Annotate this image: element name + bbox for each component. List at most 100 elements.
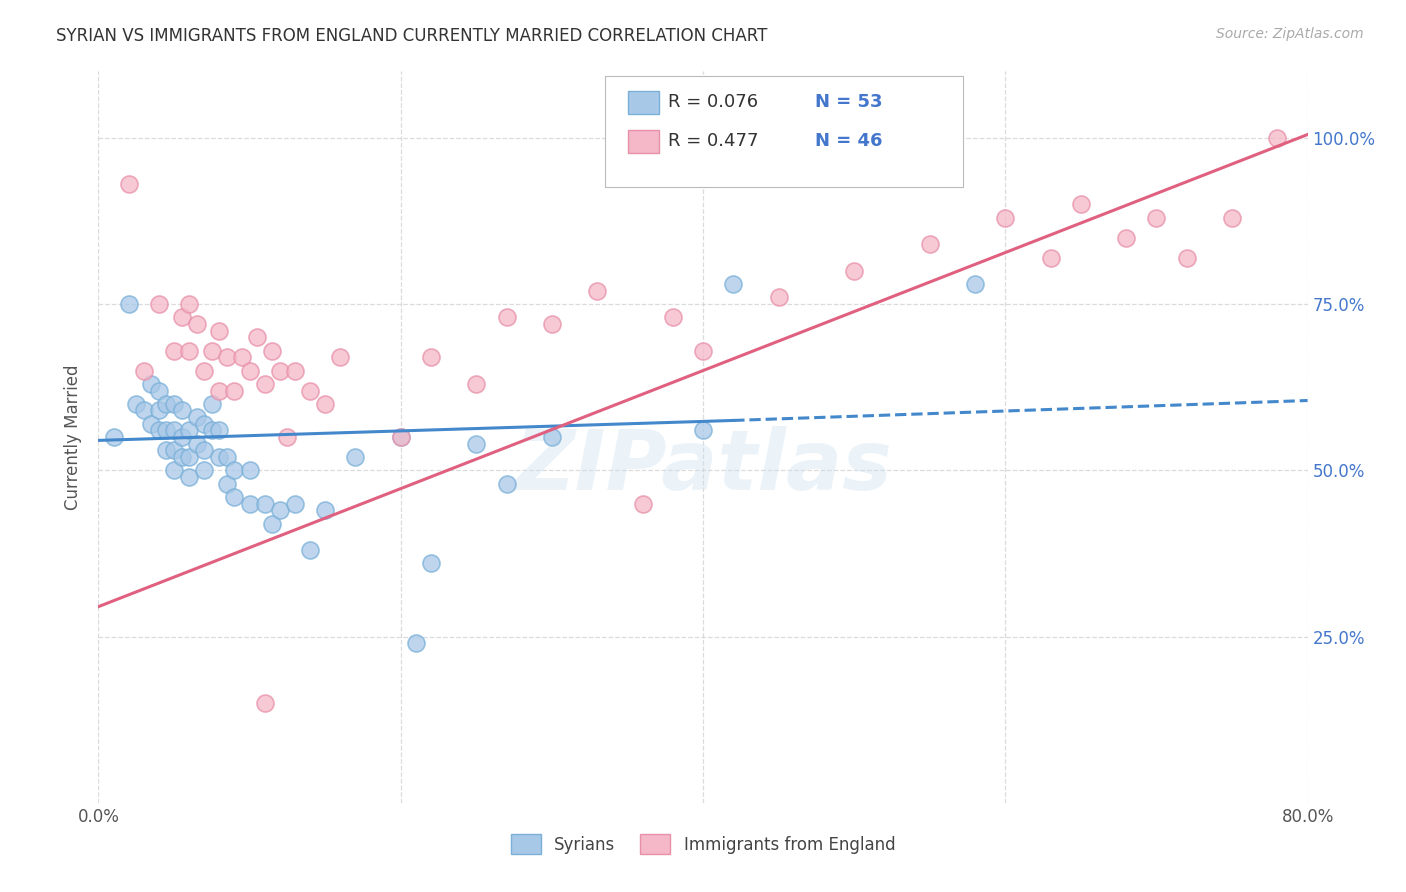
Point — [148, 297, 170, 311]
Text: ZIPatlas: ZIPatlas — [515, 425, 891, 507]
Point — [1267, 131, 1289, 145]
Point — [215, 450, 238, 464]
Point — [495, 476, 517, 491]
Point — [465, 436, 488, 450]
Point — [284, 363, 307, 377]
Point — [141, 417, 163, 431]
Point — [208, 324, 231, 338]
Point — [965, 277, 987, 292]
Point — [299, 543, 322, 558]
Point — [163, 443, 186, 458]
Point — [155, 424, 177, 438]
Point — [132, 363, 155, 377]
Text: R = 0.076: R = 0.076 — [668, 93, 758, 111]
Point — [239, 463, 262, 477]
Point — [692, 343, 714, 358]
Legend: Syrians, Immigrants from England: Syrians, Immigrants from England — [505, 828, 901, 860]
Point — [179, 450, 201, 464]
Point — [118, 178, 141, 192]
Point — [389, 430, 412, 444]
Point — [193, 417, 215, 431]
Point — [179, 343, 201, 358]
Point — [344, 450, 367, 464]
Point — [262, 516, 284, 531]
Point — [276, 430, 298, 444]
Point — [253, 376, 276, 391]
Point — [155, 443, 177, 458]
Point — [224, 384, 246, 398]
Point — [1039, 251, 1062, 265]
Point — [586, 284, 609, 298]
Point — [631, 497, 654, 511]
Point — [193, 443, 215, 458]
Point — [540, 430, 562, 444]
Point — [103, 430, 125, 444]
Point — [170, 403, 193, 417]
Point — [284, 497, 307, 511]
Point — [723, 277, 745, 292]
Point — [420, 351, 443, 365]
Point — [389, 430, 412, 444]
Point — [269, 503, 291, 517]
Y-axis label: Currently Married: Currently Married — [65, 364, 83, 510]
Point — [246, 330, 269, 344]
Point — [239, 363, 262, 377]
Point — [262, 343, 284, 358]
Point — [208, 384, 231, 398]
Text: Source: ZipAtlas.com: Source: ZipAtlas.com — [1216, 27, 1364, 41]
Point — [540, 317, 562, 331]
Point — [314, 503, 336, 517]
Point — [215, 351, 238, 365]
Point — [661, 310, 683, 325]
Point — [420, 557, 443, 571]
Text: N = 46: N = 46 — [815, 132, 883, 150]
Point — [224, 490, 246, 504]
Point — [253, 696, 276, 710]
Point — [1144, 211, 1167, 225]
Point — [314, 397, 336, 411]
Point — [215, 476, 238, 491]
Point — [201, 424, 224, 438]
Point — [148, 403, 170, 417]
Point — [132, 403, 155, 417]
Point — [1175, 251, 1198, 265]
Point — [1220, 211, 1243, 225]
Point — [692, 424, 714, 438]
Point — [155, 397, 177, 411]
Point — [163, 424, 186, 438]
Point — [844, 264, 866, 278]
Point — [918, 237, 941, 252]
Point — [163, 343, 186, 358]
Point — [186, 410, 208, 425]
Point — [201, 397, 224, 411]
Point — [193, 463, 215, 477]
Point — [148, 424, 170, 438]
Point — [768, 290, 790, 304]
Point — [201, 343, 224, 358]
Point — [179, 470, 201, 484]
Point — [163, 397, 186, 411]
Point — [170, 310, 193, 325]
Point — [253, 497, 276, 511]
Point — [329, 351, 352, 365]
Point — [186, 436, 208, 450]
Text: R = 0.477: R = 0.477 — [668, 132, 758, 150]
Point — [125, 397, 148, 411]
Point — [1115, 230, 1137, 244]
Point — [193, 363, 215, 377]
Point — [186, 317, 208, 331]
Text: SYRIAN VS IMMIGRANTS FROM ENGLAND CURRENTLY MARRIED CORRELATION CHART: SYRIAN VS IMMIGRANTS FROM ENGLAND CURREN… — [56, 27, 768, 45]
Point — [231, 351, 253, 365]
Point — [994, 211, 1017, 225]
Text: N = 53: N = 53 — [815, 93, 883, 111]
Point — [299, 384, 322, 398]
Point — [170, 430, 193, 444]
Point — [1070, 197, 1092, 211]
Point — [269, 363, 291, 377]
Point — [208, 450, 231, 464]
Point — [405, 636, 427, 650]
Point — [224, 463, 246, 477]
Point — [148, 384, 170, 398]
Point — [208, 424, 231, 438]
Point — [118, 297, 141, 311]
